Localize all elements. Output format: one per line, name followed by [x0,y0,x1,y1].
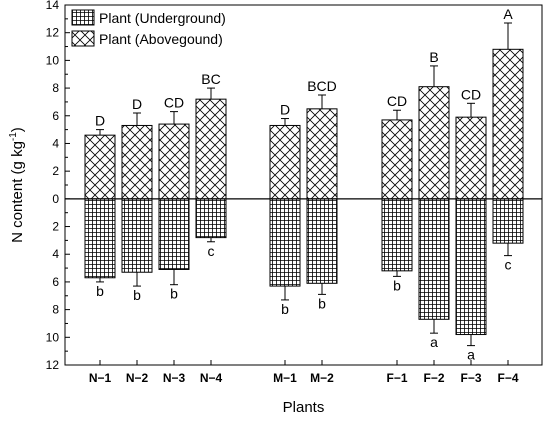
significance-label: b [133,287,141,303]
bar-aboveground-F-3 [455,116,487,200]
significance-label: b [170,286,178,302]
y-tick-label: 12 [46,26,60,40]
legend-swatch-underground [71,9,95,26]
y-tick-label: 4 [52,247,59,261]
axis-labels: Plants N content (g kg-1) [8,127,324,416]
significance-label: D [95,113,105,129]
significance-label: b [393,277,401,293]
significance-label: D [280,102,290,118]
bar-underground-M-1 [269,198,301,287]
bar-aboveground-N-3 [158,123,190,200]
significance-label: b [318,295,326,311]
significance-label: A [503,6,513,22]
legend-swatch-aboveground [71,30,95,47]
x-tick-label-F-1: F−1 [386,371,407,385]
bar-aboveground-F-2 [418,86,450,200]
x-tick-label-F-2: F−2 [423,371,444,385]
y-tick-label: 14 [46,0,60,12]
y-tick-label: 2 [52,220,59,234]
bar-underground-M-2 [306,198,338,284]
bar-aboveground-F-4 [492,48,524,200]
y-axis-title: N content (g kg-1) [8,127,26,243]
significance-label: CD [164,95,184,111]
significance-label: a [430,334,438,350]
bar-underground-F-4 [492,198,524,244]
legend-label-aboveground: Plant (Abovegound) [99,31,223,47]
significance-label: BC [201,71,220,87]
significance-label: c [208,243,215,259]
bar-underground-F-2 [418,198,450,320]
significance-label: b [281,301,289,317]
y-tick-label: 12 [46,358,60,372]
x-tick-label-F-4: F−4 [497,371,518,385]
y-axis-title-close: ) [9,127,26,132]
y-tick-label: 10 [46,53,60,67]
bar-aboveground-F-1 [381,119,413,200]
bar-underground-N-1 [84,198,116,279]
bar-aboveground-M-1 [269,124,301,200]
bar-aboveground-N-1 [84,134,116,200]
bar-aboveground-M-2 [306,108,338,200]
significance-label: D [132,96,142,112]
bar-underground-N-3 [158,198,190,270]
y-tick-label: 10 [46,330,60,344]
bar-underground-F-1 [381,198,413,272]
y-tick-label: 8 [52,81,59,95]
bar-aboveground-N-4 [195,98,227,200]
x-tick-label-N-2: N−2 [126,371,149,385]
bar-underground-N-2 [121,198,153,273]
significance-label: B [429,49,438,65]
x-tick-label-N-3: N−3 [163,371,186,385]
y-tick-label: 2 [52,164,59,178]
y-tick-label: 4 [52,136,59,150]
x-tick-label-N-4: N−4 [200,371,223,385]
significance-label: b [96,283,104,299]
x-tick-label-M-1: M−1 [273,371,297,385]
y-tick-label: 6 [52,109,59,123]
bar-aboveground-N-2 [121,124,153,200]
significance-label: BCD [307,78,337,94]
x-tick-label-N-1: N−1 [89,371,112,385]
y-tick-label: 0 [52,192,59,206]
significance-label: CD [387,93,407,109]
x-tick-label-F-3: F−3 [460,371,481,385]
y-tick-label: 8 [52,303,59,317]
y-tick-label: 6 [52,275,59,289]
x-axis-title: Plants [283,399,325,416]
x-tick-label-M-2: M−2 [310,371,334,385]
significance-label: a [467,347,475,363]
bar-underground-N-4 [195,198,227,239]
legend-label-underground: Plant (Underground) [99,10,226,26]
y-axis-title-superscript: -1 [8,132,19,141]
significance-label: CD [461,86,481,102]
axes: 12 10 8 6 4 2 0 2 4 6 8 10 12 14 N−1 N−2 N−3 N−4 M−1 M−2 F−1… [46,0,542,385]
significance-label: c [505,257,512,273]
bar-underground-F-3 [455,198,487,336]
legend: Plant (Underground) Plant (Abovegound) [71,9,226,47]
y-axis-title-main: N content (g kg [9,141,26,243]
